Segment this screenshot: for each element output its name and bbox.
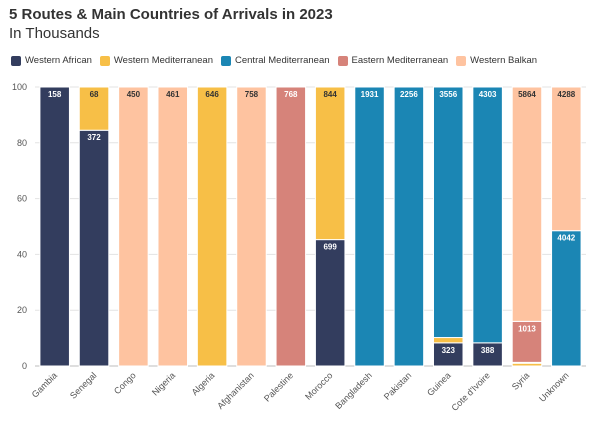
data-label: 158	[48, 90, 62, 99]
y-tick-label: 80	[17, 138, 27, 148]
data-label: 1931	[361, 90, 379, 99]
bar-segment[interactable]	[275, 86, 307, 367]
legend: Western African Western Mediterranean Cent…	[11, 55, 545, 66]
data-label: 1013	[518, 324, 536, 333]
legend-swatch	[11, 55, 21, 66]
data-label: 323	[442, 346, 456, 355]
bar-segment[interactable]	[39, 86, 70, 367]
legend-item-central-mediterranean[interactable]: Central Mediterranean	[221, 55, 330, 66]
bar-segment[interactable]	[472, 86, 503, 344]
bar-segment[interactable]	[432, 86, 464, 339]
legend-label: Western Mediterranean	[113, 55, 213, 66]
data-label: 4288	[557, 90, 575, 99]
legend-item-western-balkan[interactable]: Western Balkan	[456, 55, 537, 66]
bar-segment[interactable]	[314, 239, 346, 367]
data-label: 5864	[518, 90, 536, 99]
bar-segment[interactable]	[314, 86, 346, 241]
x-tick-label: Bangladesh	[333, 370, 374, 411]
data-label: 4042	[557, 234, 575, 243]
bar-segment[interactable]	[551, 230, 582, 367]
legend-swatch	[456, 55, 467, 66]
data-label: 4303	[479, 90, 497, 99]
bar-segment[interactable]	[236, 86, 267, 367]
bar-segment[interactable]	[118, 86, 149, 367]
data-label: 699	[323, 243, 337, 252]
data-label: 388	[481, 346, 495, 355]
bar-segment[interactable]	[354, 86, 385, 367]
data-label: 3556	[439, 90, 457, 99]
data-label: 2256	[400, 90, 418, 99]
x-tick-label: Cote d'Ivoire	[449, 370, 492, 413]
x-tick-label: Pakistan	[382, 370, 413, 401]
legend-label: Western African	[25, 55, 92, 66]
bar-segment[interactable]	[157, 86, 189, 367]
bar-segment[interactable]	[551, 86, 582, 232]
x-tick-label: Gambia	[30, 370, 59, 399]
chart-title: 5 Routes & Main Countries of Arrivals in…	[9, 6, 333, 23]
x-tick-label: Unknown	[537, 370, 571, 404]
bar-segment[interactable]	[196, 86, 228, 367]
x-tick-label: Syria	[510, 370, 532, 392]
data-label: 758	[245, 90, 259, 99]
x-tick-label: Congo	[112, 370, 138, 396]
data-label: 844	[323, 90, 337, 99]
x-tick-label: Palestine	[262, 370, 295, 403]
x-tick-label: Senegal	[68, 370, 98, 400]
legend-item-western-mediterranean[interactable]: Western Mediterranean	[99, 55, 213, 66]
y-tick-label: 60	[17, 194, 27, 204]
bar-segment[interactable]	[432, 337, 464, 344]
legend-swatch	[99, 55, 110, 66]
x-tick-label: Algeria	[190, 370, 217, 397]
data-label: 461	[166, 90, 180, 99]
x-tick-label: Guinea	[425, 370, 453, 398]
bar-segment[interactable]	[511, 86, 543, 322]
data-label: 372	[87, 133, 101, 142]
data-label: 768	[284, 90, 298, 99]
legend-swatch	[221, 55, 231, 66]
bar-segment[interactable]	[511, 320, 543, 363]
y-tick-label: 20	[17, 305, 27, 315]
data-label: 450	[127, 90, 141, 99]
legend-label: Eastern Mediterranean	[351, 55, 449, 66]
legend-swatch	[337, 55, 348, 66]
data-label: 68	[90, 90, 99, 99]
legend-item-eastern-mediterranean[interactable]: Eastern Mediterranean	[337, 55, 449, 66]
x-tick-label: Afghanistan	[215, 370, 256, 411]
y-tick-label: 100	[12, 82, 27, 92]
legend-item-western-african[interactable]: Western African	[11, 55, 92, 66]
legend-label: Western Balkan	[470, 55, 538, 66]
bar-segment[interactable]	[78, 86, 110, 131]
x-tick-label: Nigeria	[150, 370, 177, 397]
bar-segment[interactable]	[78, 129, 110, 367]
data-label: 646	[205, 90, 219, 99]
bar-segment[interactable]	[393, 86, 425, 367]
y-tick-label: 0	[22, 361, 27, 371]
y-tick-label: 40	[17, 249, 27, 259]
legend-label: Central Mediterranean	[235, 55, 330, 66]
x-tick-label: Morocco	[303, 370, 334, 401]
chart-subtitle: In Thousands	[9, 25, 100, 42]
